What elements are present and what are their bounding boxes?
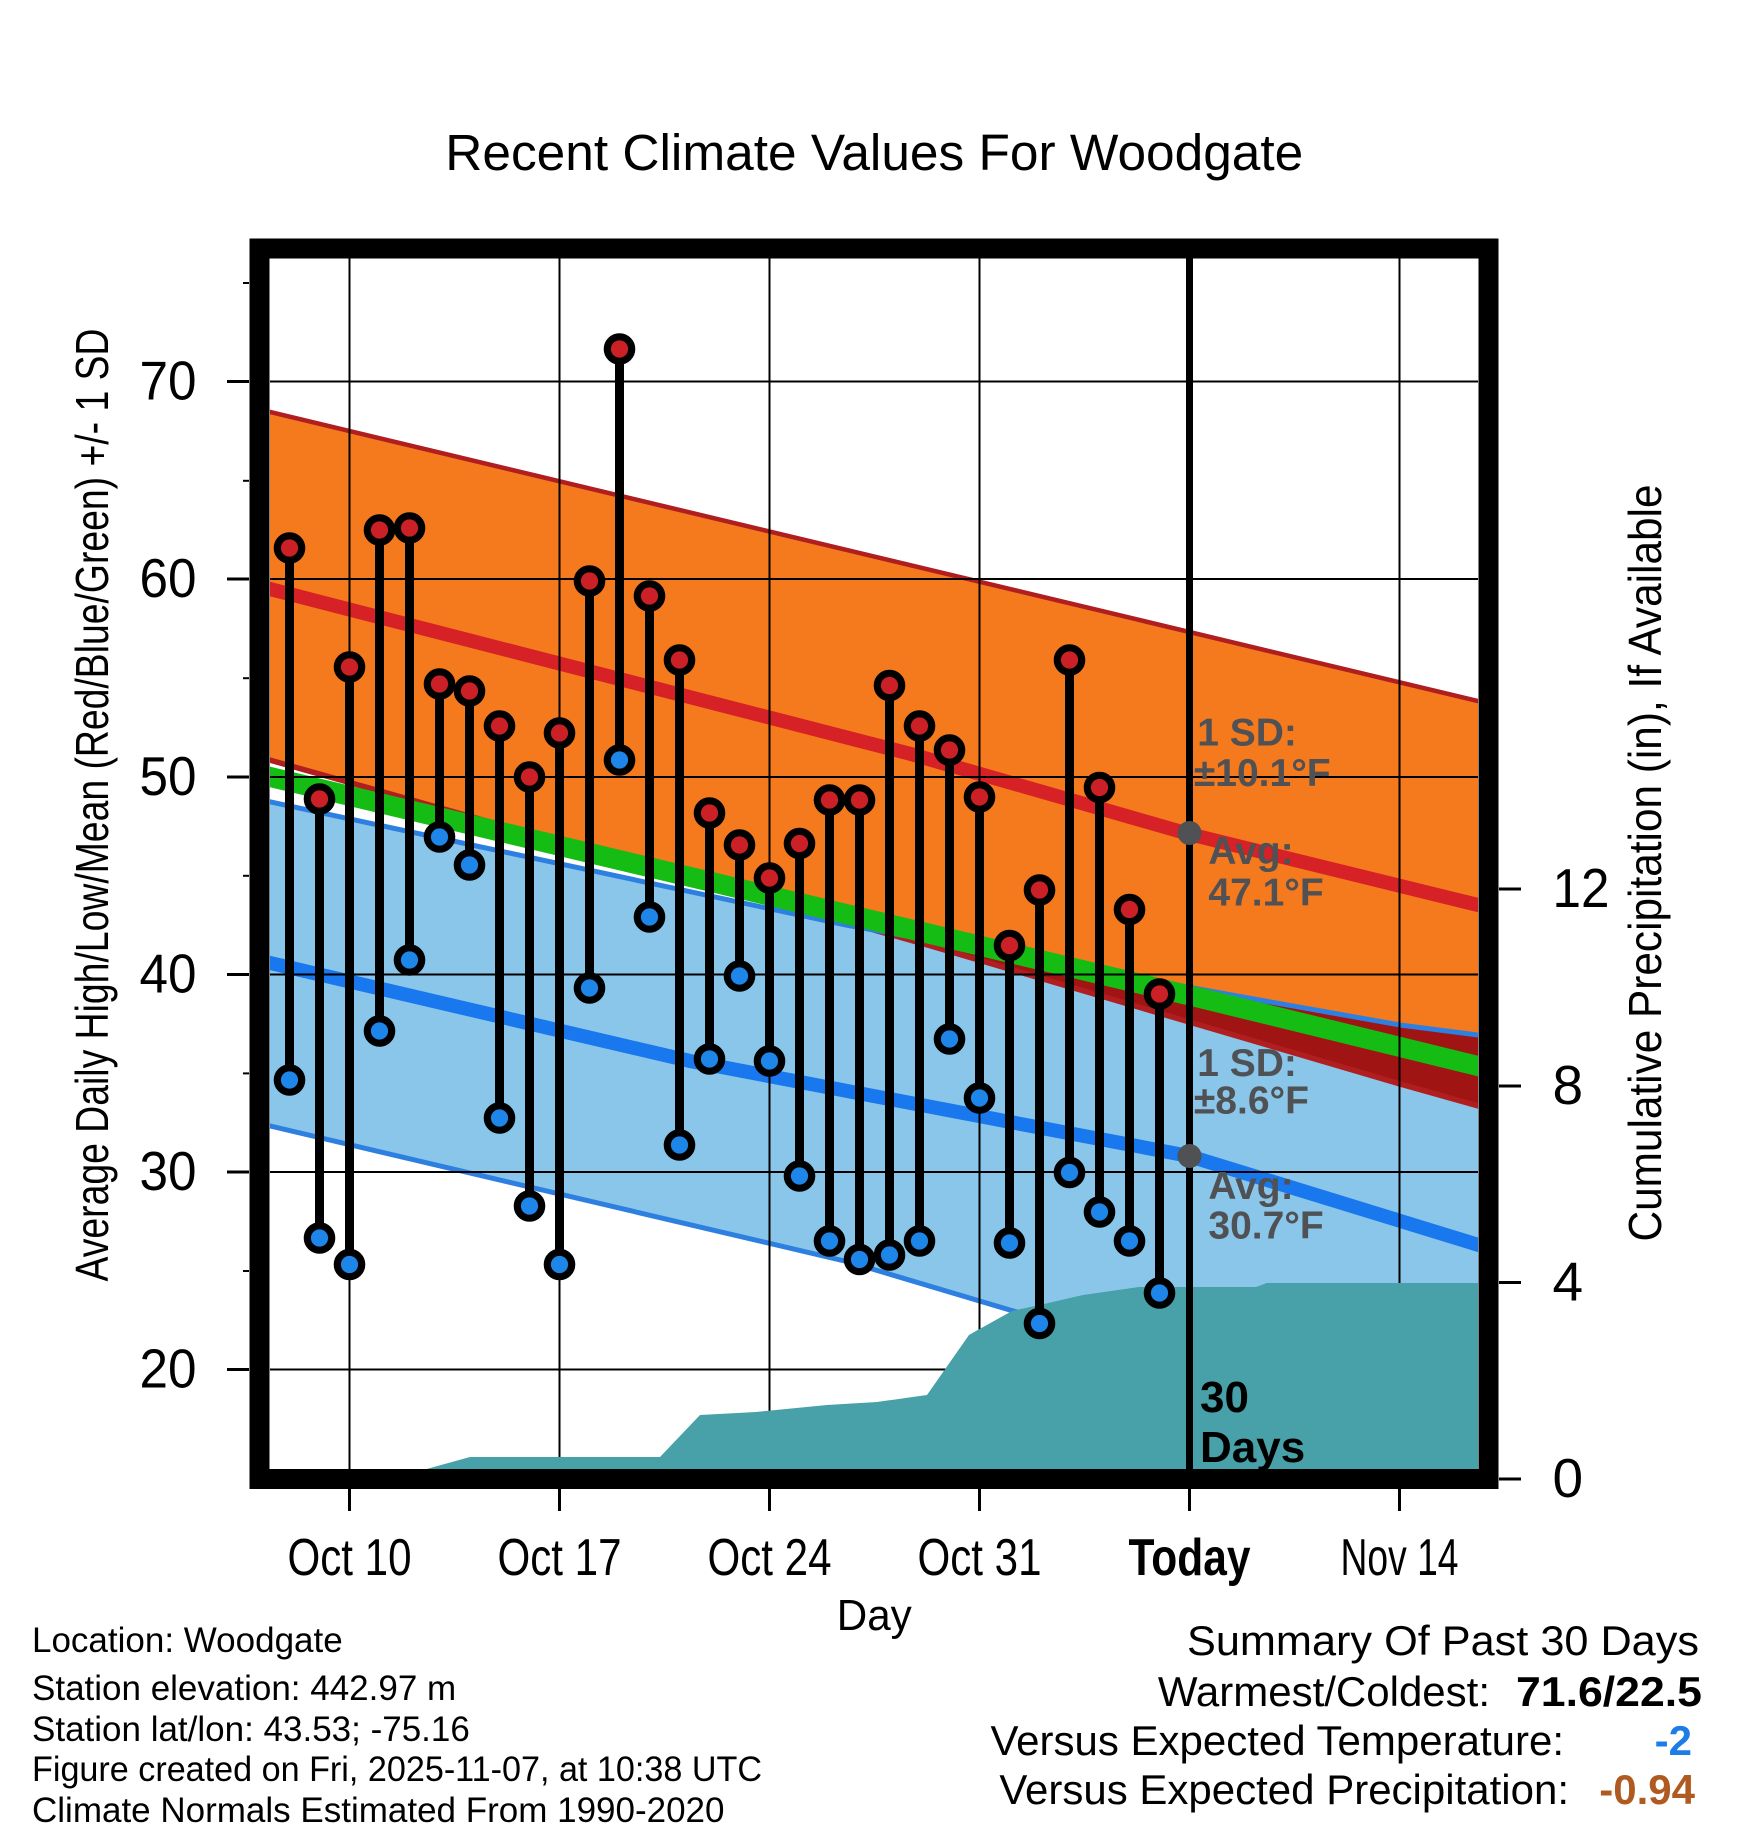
svg-text:1 SD:: 1 SD:	[1197, 711, 1297, 754]
svg-text:Station elevation: 442.97 m: Station elevation: 442.97 m	[32, 1669, 456, 1708]
svg-text:30: 30	[1200, 1373, 1249, 1422]
svg-text:-2: -2	[1655, 1717, 1692, 1764]
svg-text:4: 4	[1553, 1251, 1584, 1313]
svg-text:Day: Day	[837, 1591, 912, 1640]
svg-text:Location: Woodgate: Location: Woodgate	[32, 1621, 343, 1660]
svg-text:47.1°F: 47.1°F	[1208, 871, 1323, 914]
svg-text:Today: Today	[1129, 1528, 1251, 1586]
svg-text:Versus Expected Precipitation:: Versus Expected Precipitation:	[999, 1766, 1569, 1813]
svg-text:50: 50	[140, 745, 197, 807]
svg-text:40: 40	[140, 943, 197, 1005]
svg-text:Summary Of Past 30 Days: Summary Of Past 30 Days	[1187, 1617, 1699, 1664]
svg-text:Versus Expected Temperature:: Versus Expected Temperature:	[990, 1717, 1564, 1764]
svg-text:1 SD:: 1 SD:	[1197, 1042, 1297, 1085]
svg-text:Warmest/Coldest:: Warmest/Coldest:	[1158, 1668, 1490, 1715]
svg-text:Avg:: Avg:	[1208, 1165, 1293, 1208]
svg-text:±8.6°F: ±8.6°F	[1194, 1080, 1309, 1123]
svg-text:71.6/22.5: 71.6/22.5	[1516, 1668, 1702, 1715]
svg-text:Days: Days	[1200, 1423, 1305, 1472]
svg-text:Average Daily High/Low/Mean (R: Average Daily High/Low/Mean (Red/Blue/Gr…	[66, 329, 118, 1282]
svg-text:-0.94: -0.94	[1599, 1766, 1695, 1813]
svg-text:Oct 10: Oct 10	[288, 1528, 412, 1586]
svg-text:Station lat/lon: 43.53; -75.16: Station lat/lon: 43.53; -75.16	[32, 1710, 470, 1749]
svg-text:Cumulative Precipitation (in),: Cumulative Precipitation (in), If Availa…	[1619, 485, 1671, 1242]
svg-text:Oct 31: Oct 31	[918, 1528, 1042, 1586]
svg-text:30: 30	[140, 1140, 197, 1202]
svg-text:Recent Climate Values For Wood: Recent Climate Values For Woodgate	[445, 124, 1303, 181]
svg-text:Nov 14: Nov 14	[1341, 1528, 1459, 1586]
svg-text:60: 60	[140, 547, 197, 609]
svg-text:0: 0	[1553, 1447, 1584, 1509]
svg-text:70: 70	[140, 350, 197, 412]
svg-text:Avg:: Avg:	[1208, 830, 1293, 873]
svg-text:±10.1°F: ±10.1°F	[1194, 752, 1331, 795]
svg-text:20: 20	[140, 1338, 197, 1400]
svg-text:12: 12	[1553, 857, 1610, 919]
svg-text:Climate Normals Estimated From: Climate Normals Estimated From 1990-2020	[32, 1791, 724, 1828]
svg-text:Oct 24: Oct 24	[708, 1528, 832, 1586]
svg-text:Figure created on Fri, 2025-11: Figure created on Fri, 2025-11-07, at 10…	[32, 1750, 762, 1789]
svg-text:8: 8	[1553, 1054, 1584, 1116]
svg-text:30.7°F: 30.7°F	[1208, 1204, 1323, 1247]
svg-text:Oct 17: Oct 17	[498, 1528, 622, 1586]
